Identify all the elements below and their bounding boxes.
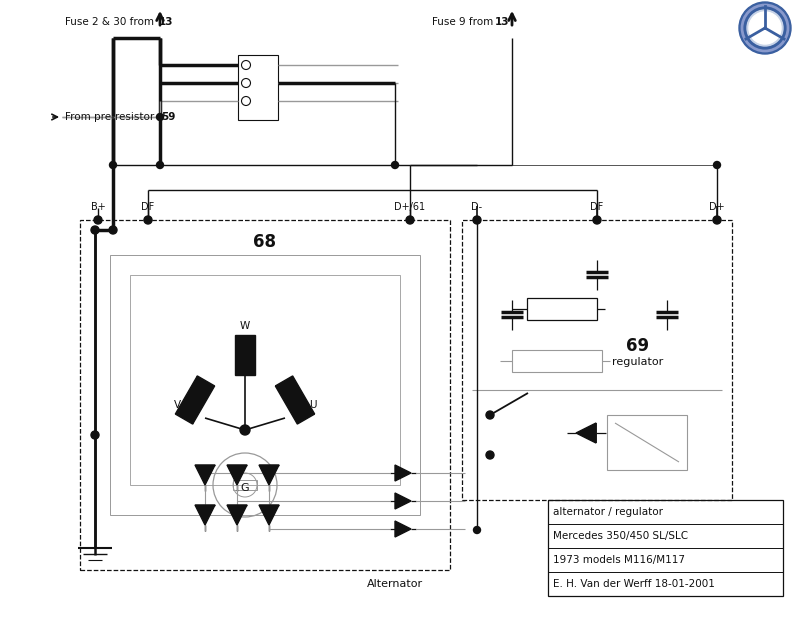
Bar	[462, 220, 732, 500]
Text: Mercedes 350/450 SL/SLC: Mercedes 350/450 SL/SLC	[553, 531, 688, 541]
Bar	[235, 335, 255, 375]
Circle shape	[91, 431, 99, 439]
Polygon shape	[259, 505, 279, 525]
Polygon shape	[175, 376, 198, 424]
Circle shape	[486, 451, 494, 459]
Circle shape	[739, 2, 791, 54]
Text: 69: 69	[626, 337, 649, 355]
Text: D+/61: D+/61	[394, 202, 426, 212]
Polygon shape	[576, 423, 596, 443]
Circle shape	[747, 10, 783, 46]
Text: E. H. Van der Werff 18-01-2001: E. H. Van der Werff 18-01-2001	[553, 579, 715, 589]
Circle shape	[474, 526, 481, 534]
Text: 1973 models M116/M117: 1973 models M116/M117	[553, 555, 685, 565]
Text: DF: DF	[590, 202, 604, 212]
Bar	[80, 220, 450, 570]
Polygon shape	[195, 465, 215, 485]
Circle shape	[406, 216, 414, 224]
Circle shape	[109, 226, 117, 234]
Polygon shape	[395, 493, 411, 509]
Circle shape	[486, 411, 494, 419]
Polygon shape	[395, 465, 411, 481]
Bar	[110, 255, 420, 515]
Circle shape	[94, 216, 102, 224]
Circle shape	[713, 216, 721, 224]
Circle shape	[91, 226, 99, 234]
Text: alternator / regulator: alternator / regulator	[553, 507, 663, 517]
Text: V: V	[174, 400, 181, 410]
Circle shape	[144, 216, 152, 224]
Bar	[130, 275, 400, 485]
Polygon shape	[275, 376, 314, 414]
Bar	[512, 350, 602, 372]
Text: Fuse 9 from: Fuse 9 from	[432, 17, 497, 27]
Text: D-: D-	[471, 202, 482, 212]
Circle shape	[110, 162, 117, 168]
Polygon shape	[193, 376, 214, 424]
Text: Alternator: Alternator	[367, 579, 423, 589]
Polygon shape	[195, 505, 215, 525]
Circle shape	[473, 216, 481, 224]
Text: regulator: regulator	[612, 357, 663, 367]
Text: D+: D+	[709, 202, 725, 212]
Circle shape	[593, 216, 601, 224]
Polygon shape	[227, 505, 247, 525]
Circle shape	[157, 162, 163, 168]
Polygon shape	[227, 465, 247, 485]
Circle shape	[749, 12, 781, 44]
Text: Fuse 2 & 30 from: Fuse 2 & 30 from	[65, 17, 158, 27]
Bar	[233, 480, 257, 490]
Circle shape	[714, 162, 721, 168]
Polygon shape	[275, 386, 314, 424]
Polygon shape	[395, 521, 411, 537]
Circle shape	[157, 114, 163, 120]
Text: 13: 13	[495, 17, 510, 27]
Text: B+: B+	[90, 202, 106, 212]
Text: From pre-resistor: From pre-resistor	[65, 112, 158, 122]
Polygon shape	[259, 465, 279, 485]
Bar	[238, 55, 278, 120]
Text: 68: 68	[254, 233, 277, 251]
Circle shape	[391, 162, 398, 168]
Text: W: W	[240, 321, 250, 331]
Bar	[607, 415, 687, 470]
Text: G: G	[241, 483, 250, 493]
Bar	[548, 500, 783, 596]
Text: DF: DF	[142, 202, 154, 212]
Text: 13: 13	[159, 17, 174, 27]
Circle shape	[240, 425, 250, 435]
Text: U: U	[310, 400, 317, 410]
Text: 59: 59	[161, 112, 175, 122]
Bar	[527, 298, 597, 320]
